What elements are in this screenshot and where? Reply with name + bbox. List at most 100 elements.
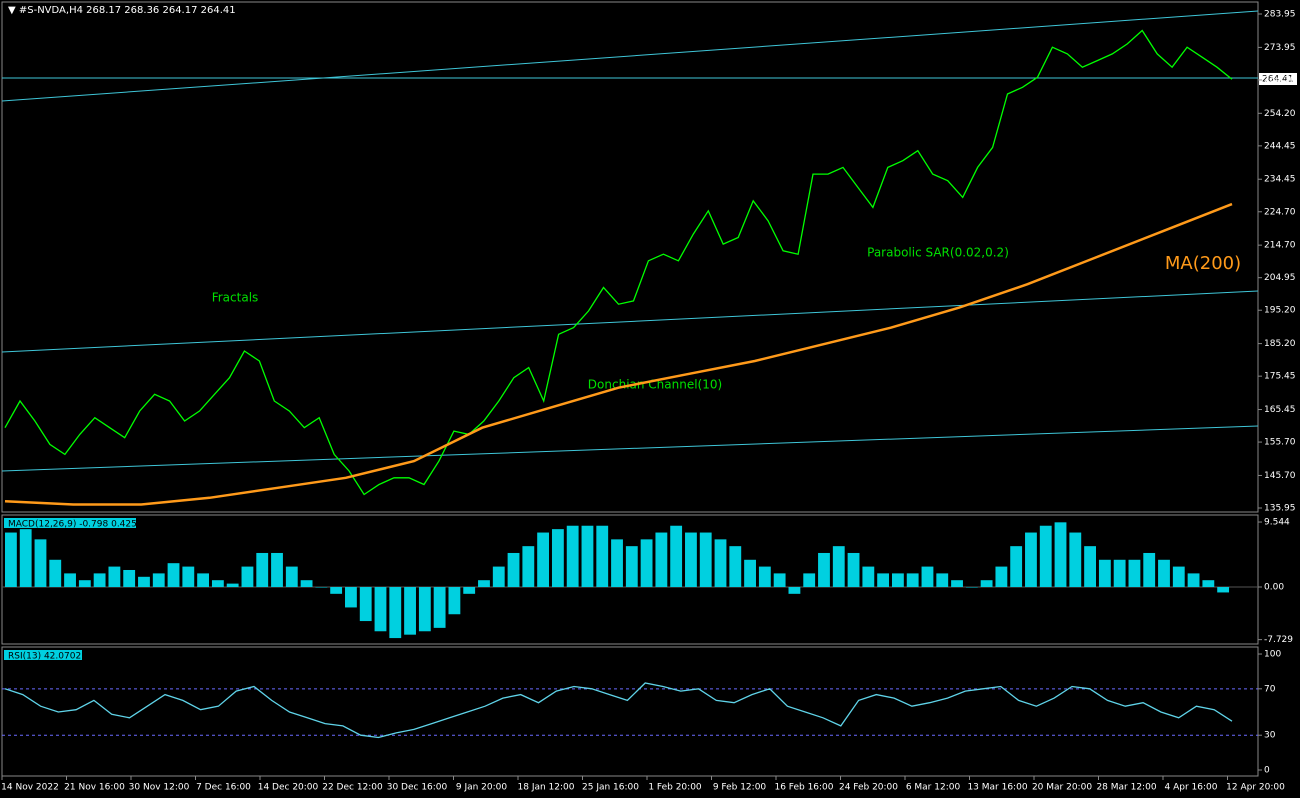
bar: [404, 587, 416, 635]
bar: [478, 580, 490, 588]
bar: [256, 552, 269, 588]
bar: [1098, 559, 1111, 588]
bar: [1158, 559, 1170, 588]
x-tick-label: 13 Mar 16:00: [967, 783, 1027, 793]
bar: [729, 546, 742, 588]
y-tick-label: 264.20: [1264, 75, 1296, 85]
x-tick-label: 1 Feb 20:00: [648, 783, 702, 793]
bar: [655, 532, 668, 588]
bar: [685, 532, 697, 588]
x-tick-label: 6 Mar 12:00: [906, 783, 961, 793]
y-tick-label: 30: [1264, 731, 1276, 741]
bar: [906, 573, 919, 588]
annotation: MA(200): [1165, 253, 1241, 274]
bar: [93, 573, 106, 588]
x-tick-label: 30 Nov 12:00: [129, 783, 190, 793]
bar: [522, 546, 535, 588]
bar: [1069, 532, 1082, 588]
x-tick-label: 25 Jan 16:00: [582, 783, 639, 793]
x-tick-label: 22 Dec 12:00: [322, 783, 383, 793]
annotation: Fractals: [212, 291, 259, 305]
bar: [241, 566, 254, 588]
bar: [1039, 525, 1052, 588]
y-tick-label: 234.45: [1264, 175, 1296, 185]
bar: [803, 573, 816, 588]
bar: [1054, 522, 1067, 588]
x-tick-label: 30 Dec 16:00: [387, 783, 448, 793]
bar: [5, 532, 17, 588]
bar: [345, 587, 357, 608]
bar: [78, 580, 91, 588]
y-tick-label: 195.20: [1264, 306, 1296, 316]
bar: [951, 580, 963, 588]
bar: [359, 587, 372, 622]
x-tick-label: 16 Feb 16:00: [774, 783, 833, 793]
x-tick-label: 14 Nov 2022: [1, 783, 59, 793]
bar: [714, 539, 727, 588]
y-tick-label: 273.95: [1264, 43, 1296, 53]
series-line: [4, 202, 1233, 506]
x-tick-label: 20 Mar 20:00: [1032, 783, 1092, 793]
panel-title: RSI(13) 42.0702: [8, 652, 81, 662]
bar: [34, 539, 47, 588]
bar: [182, 566, 195, 588]
bar: [640, 539, 653, 588]
bar: [300, 580, 313, 588]
x-tick-label: 7 Dec 16:00: [196, 783, 251, 793]
bar: [625, 546, 638, 588]
bar: [773, 573, 786, 588]
x-tick-label: 9 Feb 12:00: [713, 783, 767, 793]
y-tick-label: 214.70: [1264, 241, 1296, 251]
bar: [285, 566, 298, 588]
current-price: 264.41: [1262, 75, 1294, 85]
y-tick-label: 135.95: [1264, 503, 1296, 513]
bar: [389, 587, 402, 639]
main-panel: [1, 1, 1259, 513]
bar: [965, 587, 978, 588]
y-tick-label: 9.544: [1264, 518, 1290, 528]
channel-line: [1, 10, 1259, 102]
bar: [1084, 546, 1096, 588]
y-tick-label: 165.45: [1264, 405, 1296, 415]
bar: [492, 566, 505, 588]
x-tick-label: 4 Apr 16:00: [1165, 783, 1218, 793]
bar: [995, 566, 1008, 588]
y-tick-label: 224.70: [1264, 207, 1296, 217]
y-tick-label: 244.45: [1264, 141, 1296, 151]
bar: [596, 525, 609, 588]
bar: [1010, 546, 1023, 588]
bar: [699, 532, 712, 588]
bar: [980, 580, 993, 588]
macd-panel: [1, 514, 1259, 645]
bar: [1217, 587, 1230, 593]
bar: [936, 573, 949, 588]
bar: [1187, 573, 1200, 588]
bar: [152, 573, 165, 588]
bar: [108, 566, 121, 588]
bar: [1172, 566, 1185, 588]
bar: [123, 569, 136, 588]
bar: [64, 573, 76, 588]
y-tick-label: 0: [1264, 766, 1270, 776]
bar: [818, 552, 830, 588]
annotation: Parabolic SAR(0.02,0.2): [867, 246, 1009, 260]
bar: [788, 587, 801, 594]
y-tick-label: 185.20: [1264, 339, 1296, 349]
bar: [847, 552, 860, 588]
x-tick-label: 18 Jan 12:00: [518, 783, 575, 793]
y-tick-label: 0.00: [1264, 583, 1284, 593]
y-tick-label: 254.20: [1264, 109, 1296, 119]
bar: [418, 587, 431, 632]
series-line: [4, 29, 1233, 496]
header: ▼ #S-NVDA,H4 268.17 268.36 264.17 264.41: [8, 5, 236, 16]
x-tick-label: 14 Dec 20:00: [258, 783, 319, 793]
bar: [862, 566, 875, 588]
bar: [1113, 559, 1126, 588]
bar: [744, 559, 756, 588]
bar: [374, 587, 387, 632]
y-tick-label: 100: [1264, 650, 1281, 660]
x-tick-label: 28 Mar 12:00: [1096, 783, 1156, 793]
title-bg: [4, 518, 136, 528]
bar: [611, 539, 623, 588]
